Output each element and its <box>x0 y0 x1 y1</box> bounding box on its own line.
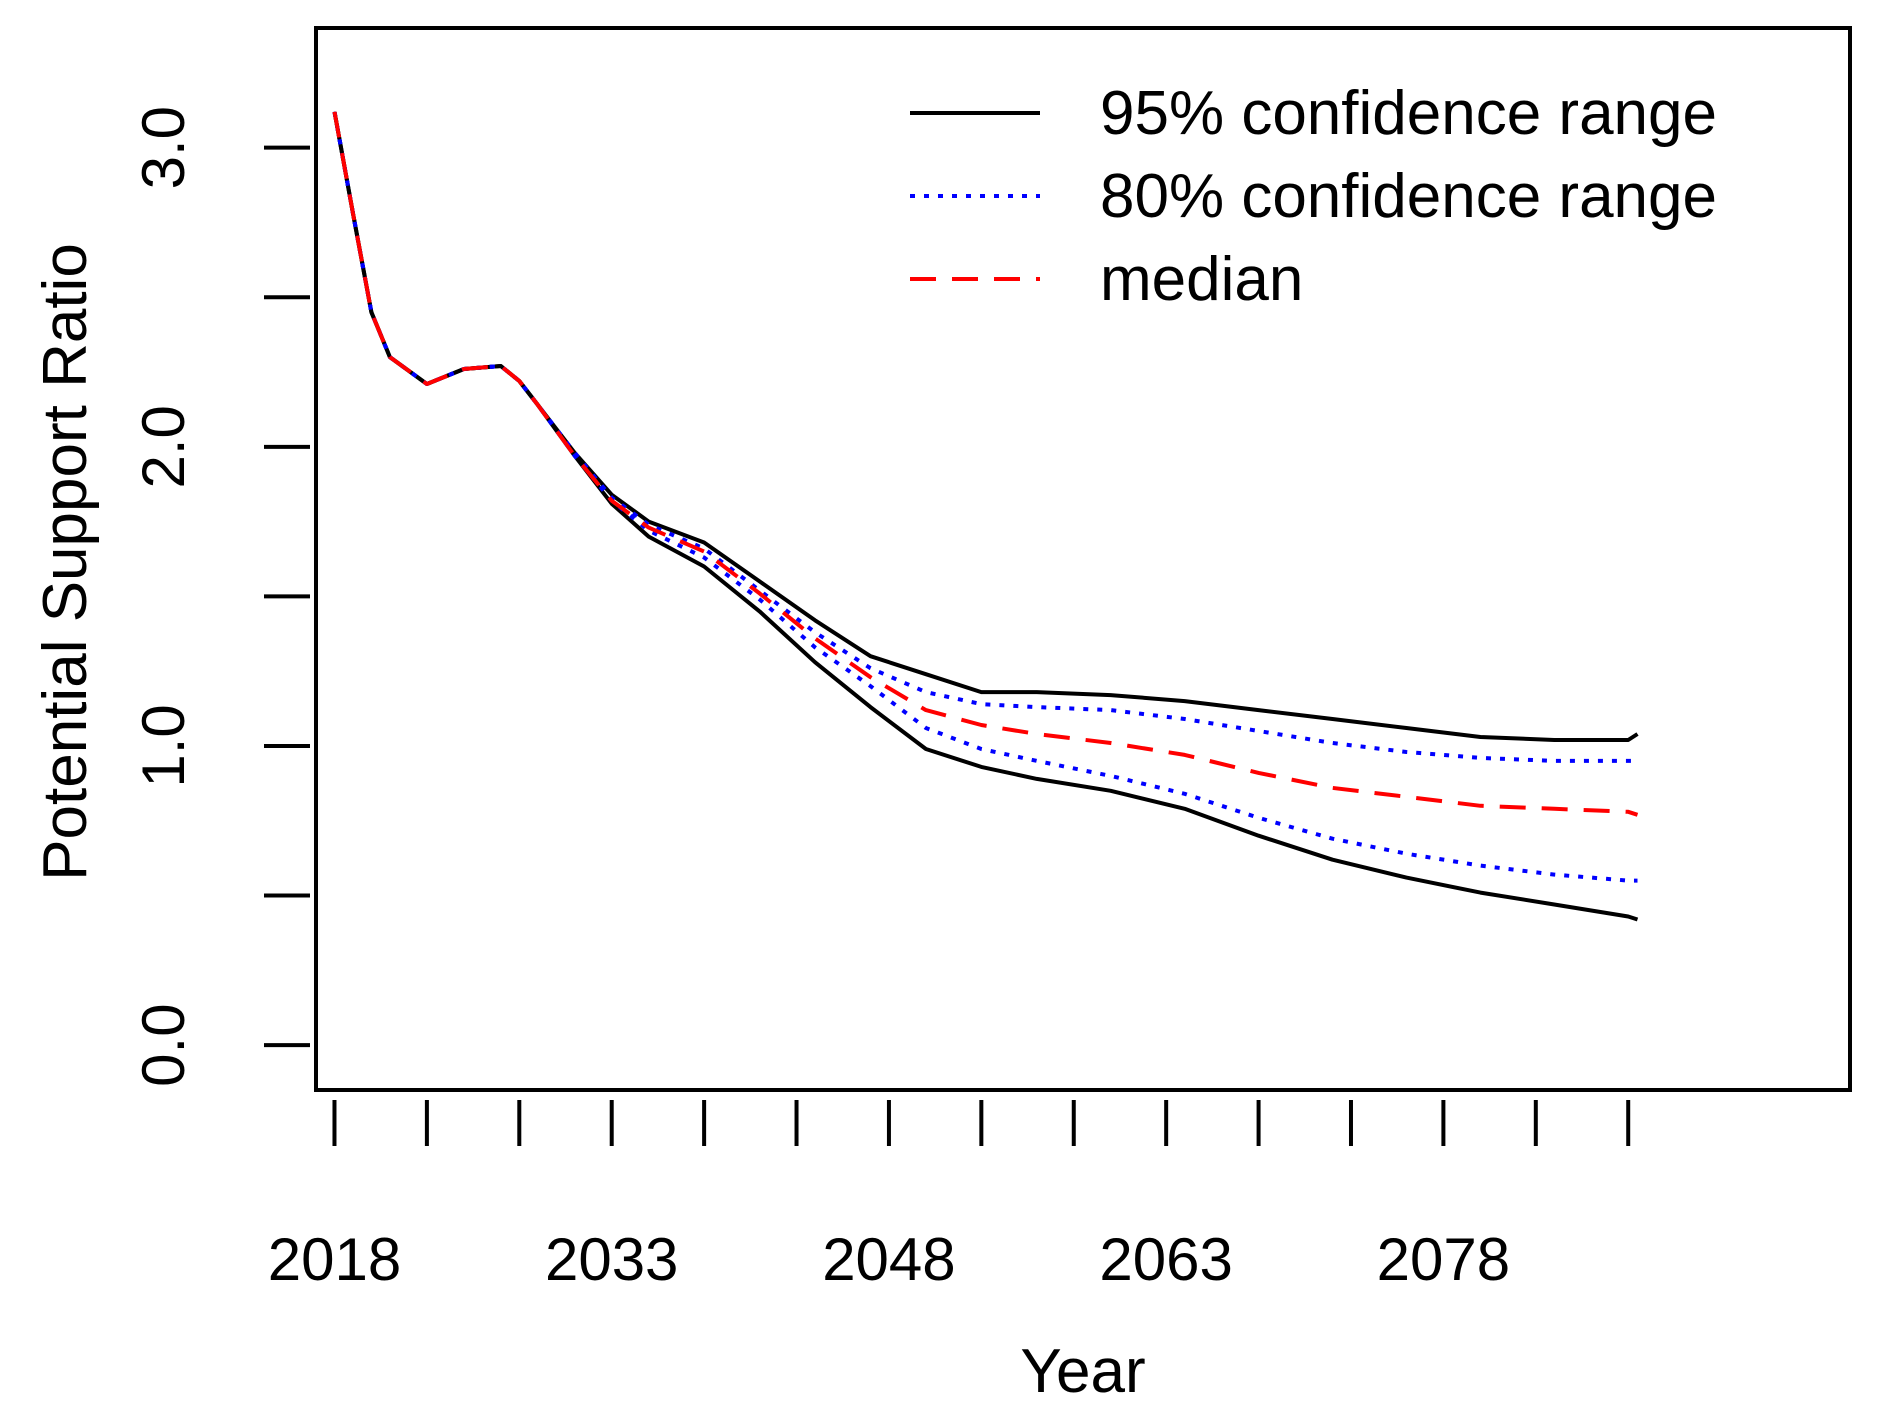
x-tick-label: 2018 <box>268 1226 401 1293</box>
legend-label: 95% confidence range <box>1100 79 1717 148</box>
series-line-dotted-upper <box>332 111 1638 763</box>
series-line-dashed <box>332 111 1639 817</box>
y-tick-label: 0.0 <box>130 1003 197 1086</box>
x-tick-label: 2078 <box>1377 1226 1510 1293</box>
x-axis: 2018 2033 2048 2063 2078 <box>268 1100 1631 1293</box>
y-tick-label: 2.0 <box>130 405 197 488</box>
legend-label: 80% confidence range <box>1100 162 1717 231</box>
y-tick-label: 3.0 <box>130 106 197 189</box>
y-tick-label: 1.0 <box>130 704 197 787</box>
legend-label: median <box>1100 245 1303 314</box>
x-tick-label: 2033 <box>545 1226 678 1293</box>
plot-frame <box>314 26 1852 1092</box>
x-axis-title: Year <box>1020 1337 1145 1406</box>
series-line-solid-lower <box>332 111 1639 922</box>
y-axis: 0.0 1.0 2.0 3.0 <box>130 106 310 1087</box>
chart-lines <box>332 111 1639 922</box>
y-axis-title: Potential Support Ratio <box>31 243 100 881</box>
legend: 95% confidence range 80% confidence range… <box>910 79 1717 314</box>
x-tick-label: 2048 <box>822 1226 955 1293</box>
x-tick-label: 2063 <box>1099 1226 1232 1293</box>
